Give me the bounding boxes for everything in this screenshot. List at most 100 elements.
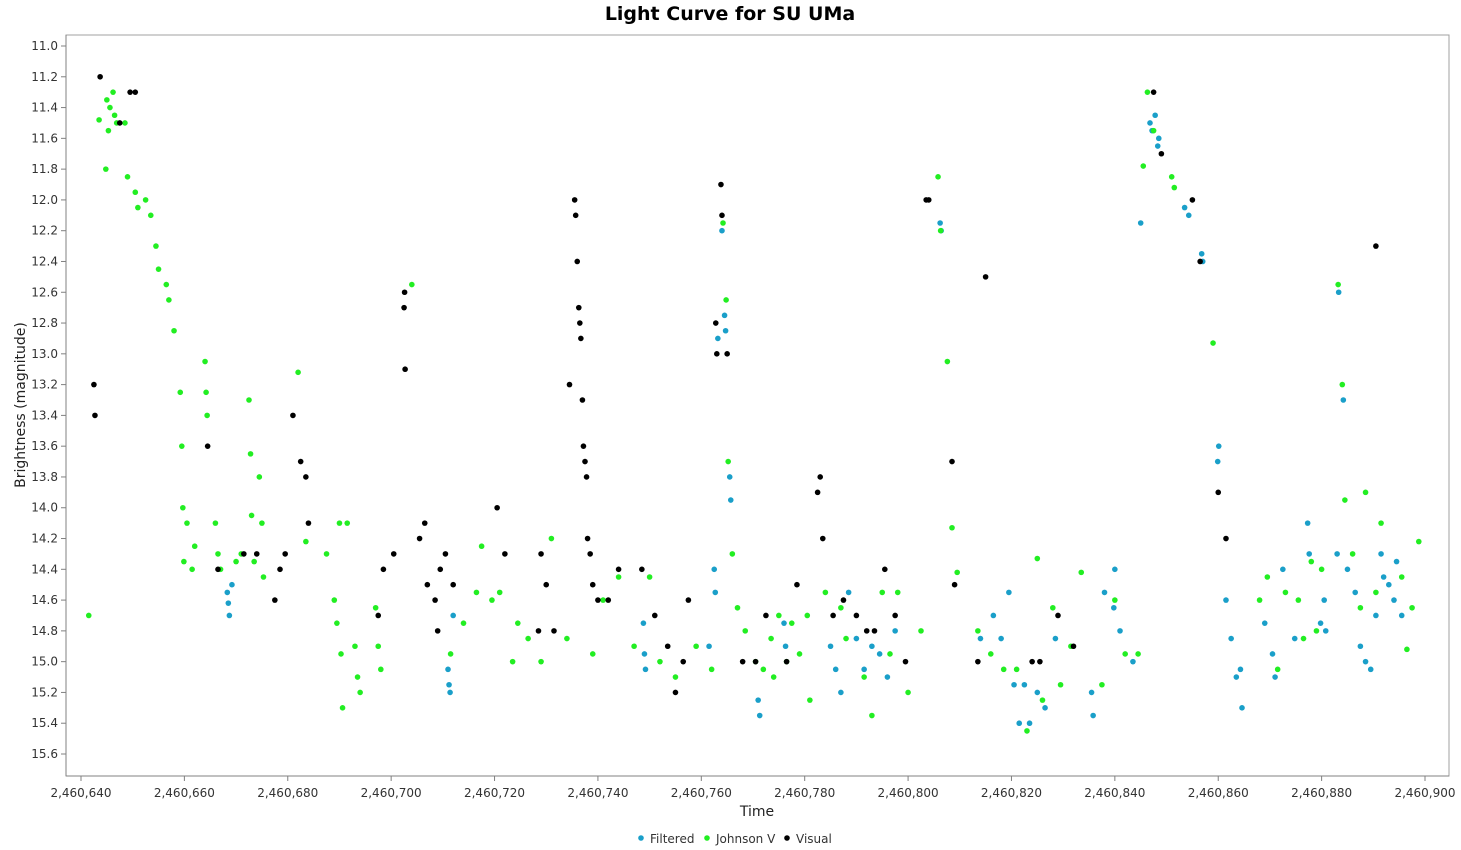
point-visual <box>639 566 645 573</box>
data-points <box>85 73 1422 734</box>
point-johnson-v <box>1404 646 1410 653</box>
point-visual <box>432 597 438 603</box>
point-filtered <box>1306 551 1313 557</box>
point-johnson-v <box>1034 555 1041 562</box>
point-filtered <box>756 712 763 719</box>
point-johnson-v <box>538 658 544 665</box>
point-johnson-v <box>155 266 162 272</box>
point-visual <box>127 89 133 95</box>
chart-title: Light Curve for SU UMa <box>605 3 855 25</box>
point-visual <box>241 551 247 557</box>
point-johnson-v <box>734 604 741 611</box>
point-johnson-v <box>615 574 622 580</box>
point-visual <box>853 612 860 619</box>
point-filtered <box>641 651 648 657</box>
point-visual <box>925 197 932 203</box>
point-visual <box>578 335 584 342</box>
y-tick-label: 15.0 <box>31 655 58 669</box>
point-visual <box>401 304 407 311</box>
x-tick-label: 2,460,660 <box>154 786 215 800</box>
point-filtered <box>711 566 718 573</box>
point-johnson-v <box>1144 89 1151 95</box>
point-filtered <box>1111 604 1117 611</box>
point-johnson-v <box>215 551 221 557</box>
point-visual <box>1029 658 1035 665</box>
point-filtered <box>1154 143 1161 149</box>
point-johnson-v <box>657 658 663 665</box>
point-filtered <box>1362 658 1369 665</box>
y-tick-label: 11.2 <box>31 70 58 84</box>
point-johnson-v <box>1112 597 1118 603</box>
point-johnson-v <box>1013 666 1020 673</box>
point-johnson-v <box>122 120 128 126</box>
legend-item-filtered: Filtered <box>638 832 694 846</box>
point-johnson-v <box>409 281 415 288</box>
point-johnson-v <box>1274 666 1281 673</box>
y-tick-label: 12.0 <box>31 193 58 207</box>
point-johnson-v <box>804 612 811 619</box>
y-axis-label: Brightness (magnitude) <box>13 322 29 488</box>
point-johnson-v <box>1122 651 1128 657</box>
point-filtered <box>1386 581 1392 588</box>
point-filtered <box>1112 566 1118 573</box>
point-johnson-v <box>1342 497 1348 503</box>
point-visual <box>571 197 578 203</box>
point-visual <box>975 658 981 665</box>
point-johnson-v <box>1135 651 1141 657</box>
point-visual <box>390 551 397 557</box>
point-filtered <box>1233 674 1240 680</box>
point-johnson-v <box>1050 604 1056 611</box>
point-johnson-v <box>975 628 981 634</box>
point-johnson-v <box>796 651 803 657</box>
point-visual <box>830 612 836 619</box>
point-visual <box>595 597 601 603</box>
point-johnson-v <box>447 651 454 657</box>
x-tick-label: 2,460,640 <box>50 786 111 800</box>
legend-label-johnson-v: Johnson V <box>715 832 776 846</box>
point-visual <box>719 212 725 219</box>
point-visual <box>840 597 847 603</box>
point-filtered <box>225 600 232 606</box>
point-filtered <box>827 643 834 650</box>
point-filtered <box>726 474 733 480</box>
point-visual <box>863 628 870 634</box>
point-johnson-v <box>1373 589 1379 596</box>
point-visual <box>535 628 542 634</box>
point-filtered <box>845 589 852 596</box>
y-tick-label: 15.2 <box>31 685 58 699</box>
point-johnson-v <box>1210 340 1216 346</box>
point-visual <box>763 612 769 619</box>
point-visual <box>442 551 449 557</box>
point-visual <box>305 520 312 526</box>
point-johnson-v <box>646 574 653 580</box>
point-filtered <box>832 666 839 673</box>
point-filtered <box>712 589 719 596</box>
point-filtered <box>869 643 875 650</box>
point-visual <box>718 181 724 188</box>
point-visual <box>794 581 800 588</box>
point-visual <box>450 581 456 588</box>
point-visual <box>680 658 687 665</box>
point-filtered <box>1223 597 1229 603</box>
point-johnson-v <box>132 189 139 196</box>
point-visual <box>1223 535 1229 542</box>
y-tick-label: 11.0 <box>31 39 58 53</box>
point-filtered <box>1398 612 1405 619</box>
point-johnson-v <box>1398 574 1405 580</box>
point-johnson-v <box>191 543 198 550</box>
point-visual <box>116 120 123 126</box>
point-johnson-v <box>260 574 267 580</box>
point-johnson-v <box>96 117 102 123</box>
point-filtered <box>876 651 883 657</box>
point-filtered <box>719 227 725 234</box>
point-filtered <box>1181 204 1188 211</box>
point-johnson-v <box>303 538 309 545</box>
point-filtered <box>1130 658 1136 665</box>
point-johnson-v <box>589 651 596 657</box>
point-johnson-v <box>1308 558 1315 565</box>
point-visual <box>580 443 587 449</box>
y-tick-label: 12.4 <box>31 254 58 268</box>
point-filtered <box>1198 250 1205 257</box>
point-johnson-v <box>104 97 110 103</box>
point-filtered <box>642 666 649 673</box>
